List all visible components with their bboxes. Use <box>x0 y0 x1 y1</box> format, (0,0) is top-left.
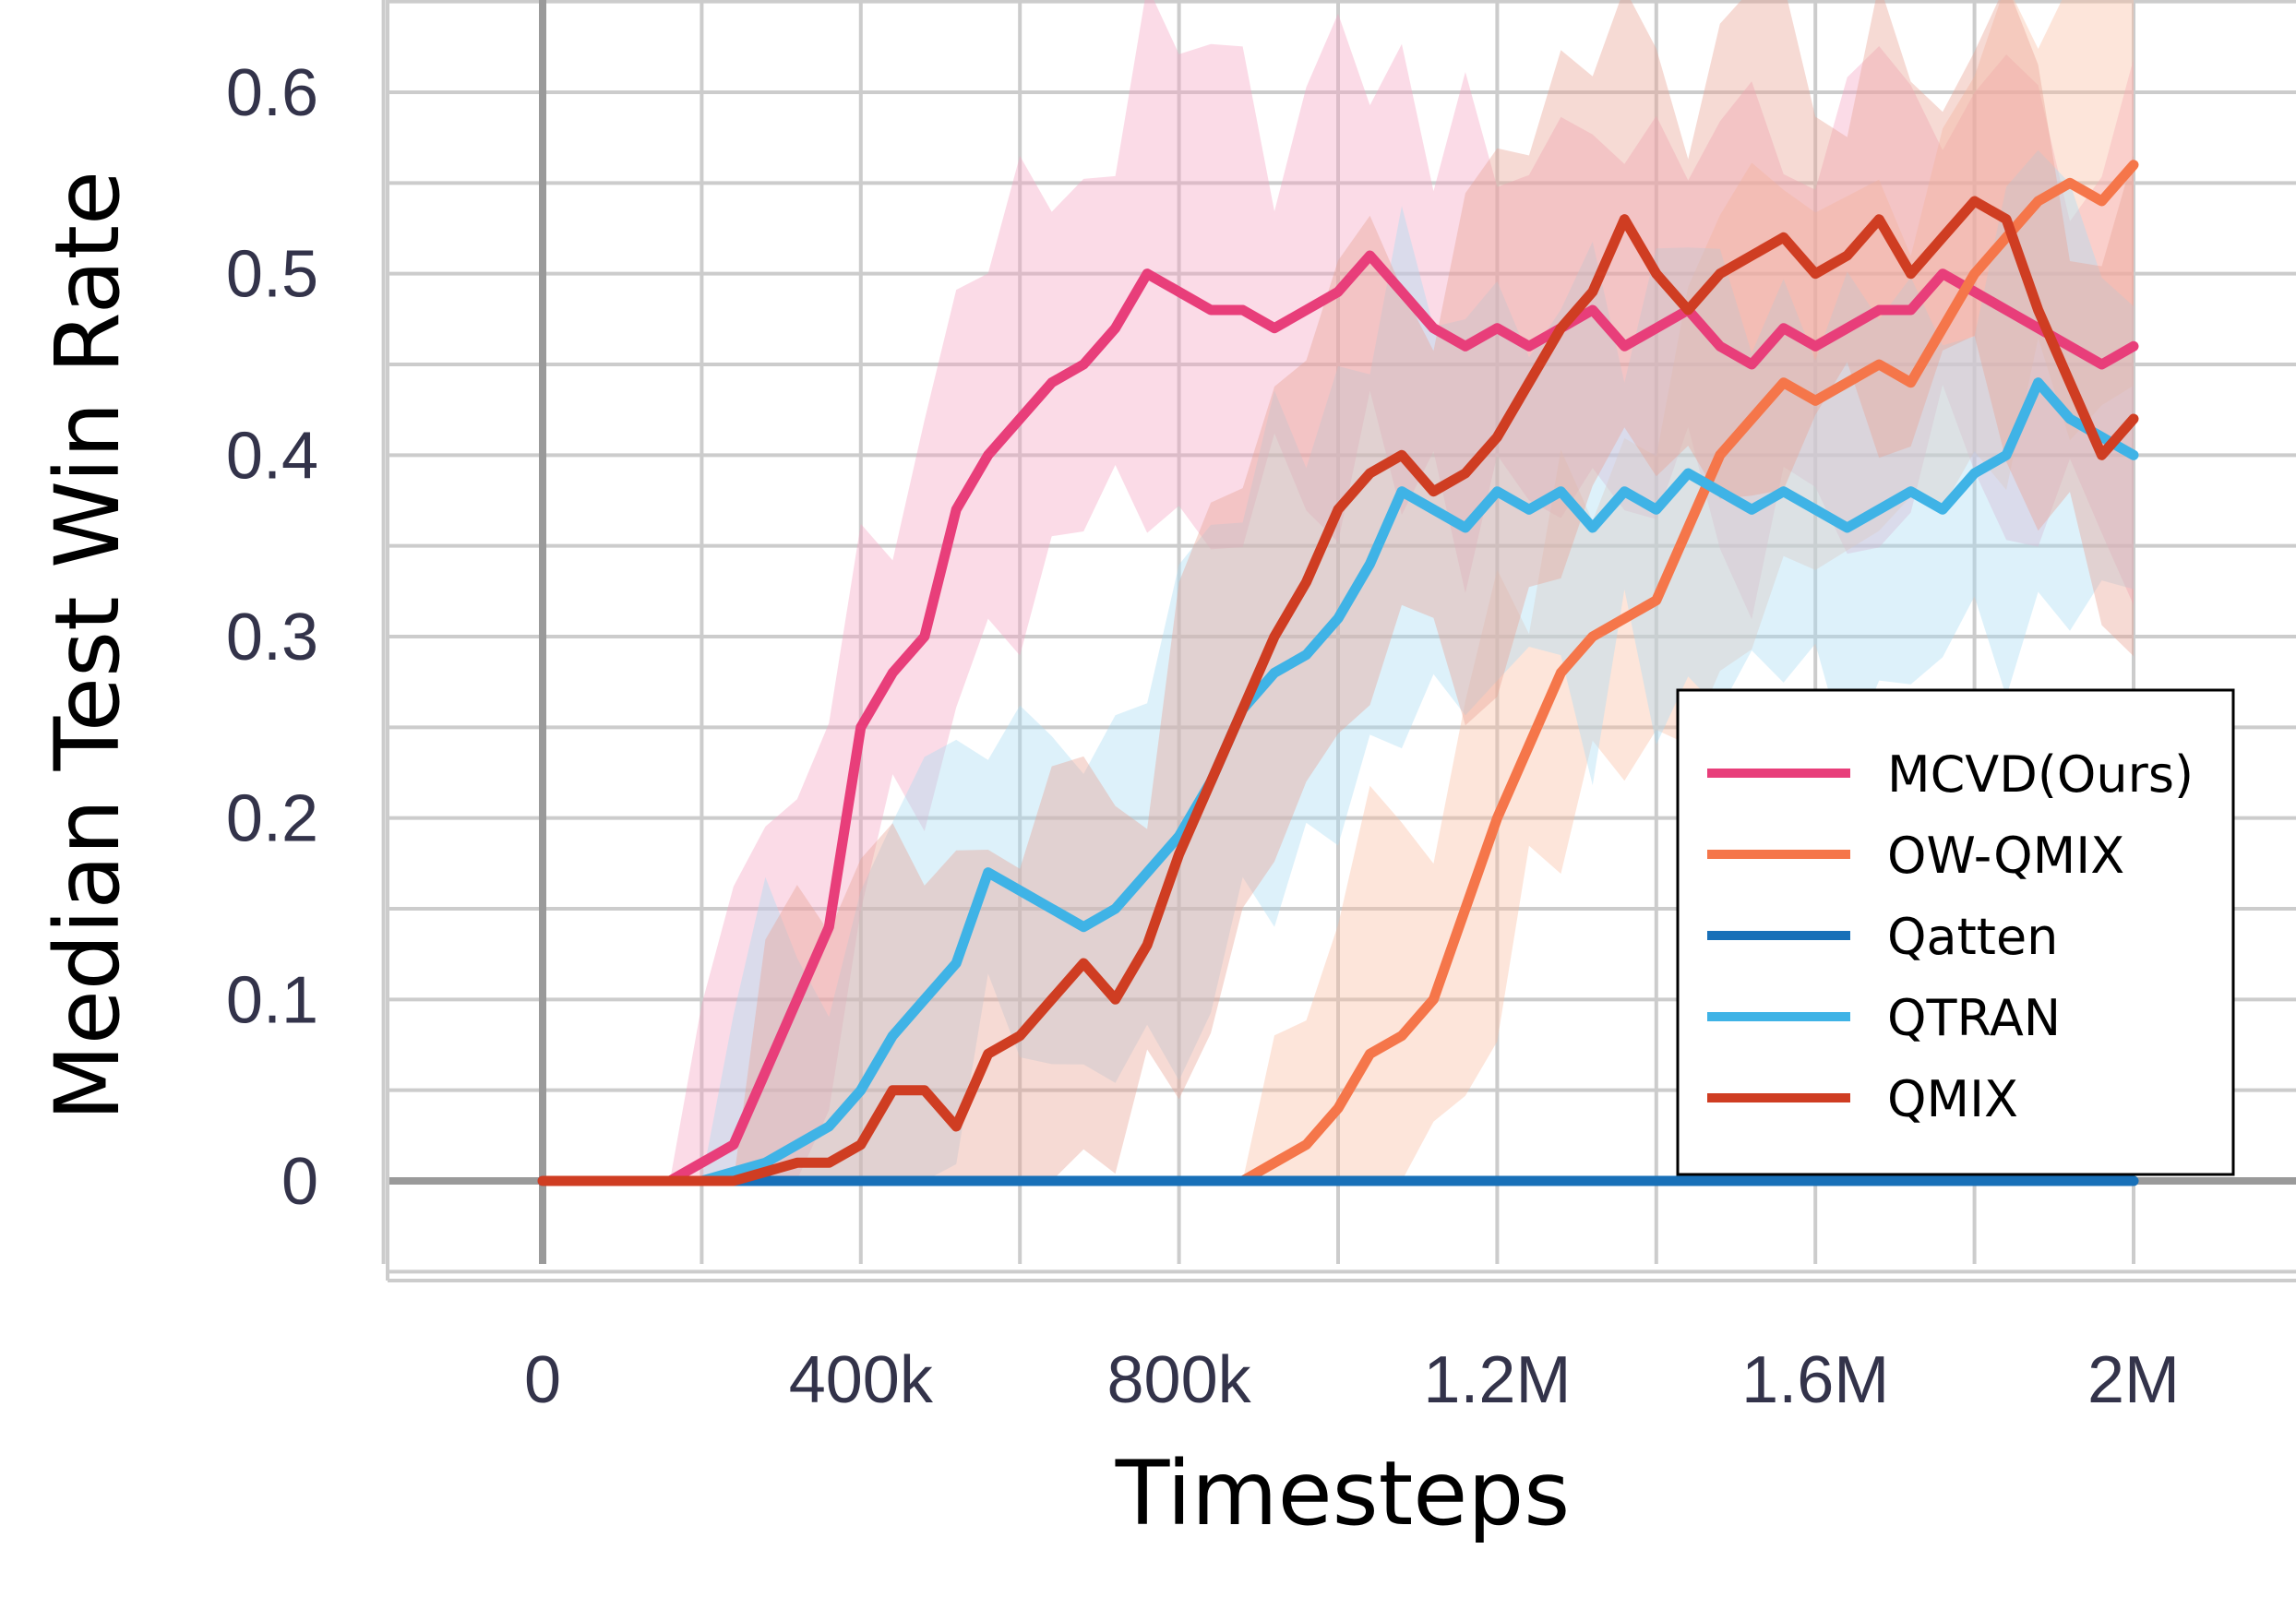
series-line-qmix <box>537 196 2139 1186</box>
x-tick-label: 800k <box>1107 1343 1252 1417</box>
y-axis-title: Median Test Win Rate <box>36 171 139 1121</box>
legend-label: MCVD(Ours) <box>1887 745 2194 804</box>
y-tick-label: 0.6 <box>226 56 318 130</box>
variance-band-ow-qmix <box>543 0 2134 1181</box>
legend-label: Qatten <box>1887 908 2058 966</box>
legend-label: OW-QMIX <box>1887 827 2124 885</box>
x-tick-label: 1.2M <box>1423 1343 1571 1417</box>
variance-band-mcvd-ours- <box>543 0 2134 1181</box>
y-tick-label: 0.4 <box>226 419 318 493</box>
x-tick-label: 400k <box>789 1343 934 1417</box>
x-tick-label: 0 <box>524 1343 561 1417</box>
y-tick-label: 0.1 <box>226 963 318 1037</box>
variance-bands <box>543 0 2134 1182</box>
legend: MCVD(Ours) OW-QMIX Qatten QTRAN QMIX <box>1676 688 2235 1176</box>
tick-labels: 0 400k 800k 1.2M 1.6M 2M 0 0.1 0.2 0.3 0.4 0.5 0.6 <box>226 56 2180 1417</box>
x-tick-label: 1.6M <box>1741 1343 1889 1417</box>
series-lines <box>537 160 2139 1186</box>
x-axis-title: Timesteps <box>1115 1442 1571 1545</box>
legend-label: QMIX <box>1887 1070 2018 1128</box>
variance-band-qtran <box>543 149 2134 1182</box>
x-tick-label: 2M <box>2087 1343 2180 1417</box>
legend-label: QTRAN <box>1887 989 2061 1047</box>
variance-band-qmix <box>543 0 2134 1181</box>
series-line-qtran <box>537 377 2139 1186</box>
y-tick-label: 0.3 <box>226 601 318 674</box>
y-tick-label: 0.5 <box>226 238 318 312</box>
series-line-mcvd-ours- <box>537 250 2139 1186</box>
y-tick-label: 0.2 <box>226 782 318 856</box>
y-tick-label: 0 <box>281 1145 318 1219</box>
